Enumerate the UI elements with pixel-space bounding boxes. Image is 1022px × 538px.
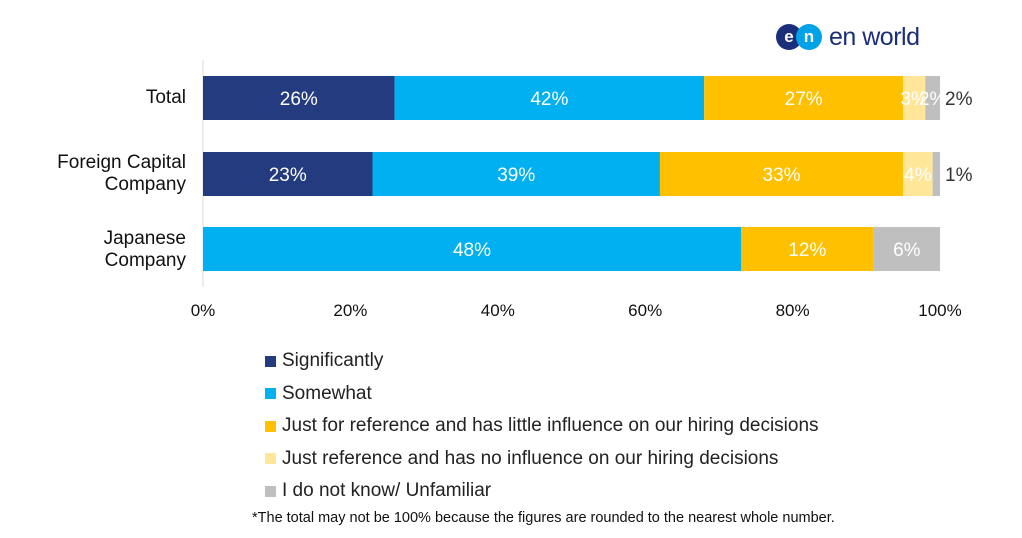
legend-item-little-influence: Just for reference and has little influe… [265, 410, 819, 443]
bar-segment [925, 76, 940, 120]
bar-segment [903, 76, 926, 120]
legend-swatch [265, 355, 276, 367]
legend-label: Just for reference and has little influe… [282, 415, 819, 437]
x-tick-label: 80% [776, 301, 810, 320]
bar-segment [741, 227, 874, 271]
x-tick-label: 20% [333, 301, 367, 320]
legend-label: Somewhat [282, 382, 372, 404]
footnote: *The total may not be 100% because the f… [252, 510, 835, 526]
data-label: 27% [785, 89, 823, 110]
bar-segment [659, 152, 904, 196]
data-label: 6% [893, 240, 921, 261]
x-tick-label: 60% [628, 301, 662, 320]
bar-segment [203, 227, 742, 271]
legend-item-somewhat: Somewhat [265, 378, 819, 411]
data-label: 3% [900, 89, 928, 110]
outside-data-label: 1% [945, 165, 973, 186]
bar-segment [203, 152, 373, 196]
category-label-japanese: Japanese Company [103, 228, 186, 271]
category-label-foreign-capital: Foreign Capital Company [57, 152, 186, 195]
data-label: 12% [788, 240, 826, 261]
logo-n: n [796, 24, 822, 50]
bar-segment [203, 76, 395, 120]
bar-segment [372, 152, 660, 196]
x-tick-label: 40% [481, 301, 515, 320]
legend-swatch [265, 420, 276, 432]
data-label: 42% [530, 89, 568, 110]
logo-text: en world [829, 22, 920, 51]
legend-swatch [265, 485, 276, 497]
legend-swatch [265, 388, 276, 400]
legend-item-no-influence: Just reference and has no influence on o… [265, 443, 819, 476]
bar-segment [932, 152, 940, 196]
data-label: 2% [919, 89, 947, 110]
bar-segment [903, 152, 933, 196]
legend-swatch [265, 453, 276, 465]
legend-label: Just reference and has no influence on o… [282, 447, 779, 469]
outside-data-label: 2% [945, 89, 973, 110]
data-label: 4% [904, 165, 932, 186]
logo: e n en world [776, 22, 920, 52]
category-label-total: Total [145, 87, 186, 108]
bar-segment [873, 227, 940, 271]
data-label: 39% [497, 165, 535, 186]
bar-segment [704, 76, 904, 120]
legend-label: Significantly [282, 350, 384, 372]
legend-item-significantly: Significantly [265, 345, 819, 378]
legend: Significantly Somewhat Just for referenc… [265, 345, 819, 508]
data-label: 23% [269, 165, 307, 186]
legend-item-unfamiliar: I do not know/ Unfamiliar [265, 475, 819, 508]
x-tick-label: 100% [918, 301, 961, 320]
data-label: 48% [453, 240, 491, 261]
data-label: 26% [280, 89, 318, 110]
x-tick-label: 0% [191, 301, 216, 320]
data-label: 33% [763, 165, 801, 186]
legend-label: I do not know/ Unfamiliar [282, 480, 492, 502]
bar-segment [394, 76, 705, 120]
logo-mark-icon: e n [776, 24, 822, 50]
